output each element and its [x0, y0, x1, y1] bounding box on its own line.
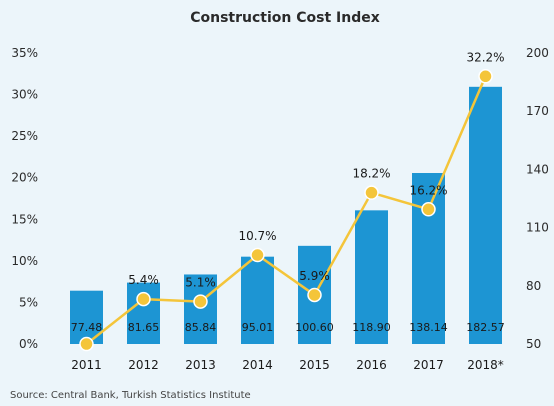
- right-tick-label: 140: [526, 162, 549, 176]
- bar-value-label: 100.60: [295, 321, 334, 334]
- bar-value-label: 138.14: [409, 321, 448, 334]
- category-label: 2018*: [467, 358, 504, 372]
- left-tick-label: 0%: [19, 337, 38, 351]
- line-value-label: 10.7%: [238, 229, 276, 243]
- line-point: [478, 69, 493, 84]
- right-tick-label: 110: [526, 221, 549, 235]
- left-axis: 0% 5% 10% 15% 20% 25% 30% 35%: [11, 46, 38, 351]
- source-note: Source: Central Bank, Turkish Statistics…: [10, 390, 251, 401]
- left-tick-label: 30%: [11, 88, 38, 102]
- bar-value-label: 182.57: [466, 321, 505, 334]
- line-point: [136, 291, 151, 307]
- bar: [469, 86, 502, 344]
- bar-series: 77.48 81.65 85.84 95.01 100.60 118.90 138.14 18…: [70, 86, 505, 344]
- category-label: 2013: [185, 358, 216, 372]
- line-path: [85, 75, 487, 345]
- bar-value-label: 77.48: [71, 321, 103, 334]
- left-tick-label: 5%: [19, 295, 38, 309]
- line-point: [364, 185, 379, 200]
- left-tick-label: 15%: [11, 212, 38, 226]
- left-tick-label: 20%: [11, 171, 38, 185]
- category-label: 2016: [356, 358, 387, 372]
- line-point: [193, 294, 208, 309]
- bar-value-label: 95.01: [242, 321, 274, 334]
- bar: [127, 282, 160, 344]
- bar: [355, 210, 388, 344]
- category-axis: 2011 2012 2013 2014 2015 2016 2017 2018*: [71, 358, 504, 372]
- bar: [412, 173, 445, 344]
- bar-value-label: 118.90: [352, 321, 391, 334]
- line-value-label: 5.4%: [128, 273, 159, 287]
- category-label: 2014: [242, 358, 273, 372]
- line-value-label: 32.2%: [466, 50, 504, 64]
- right-tick-label: 200: [526, 46, 549, 60]
- left-tick-label: 25%: [11, 129, 38, 143]
- line-point: [421, 202, 436, 217]
- category-label: 2011: [71, 358, 102, 372]
- bar: [241, 256, 274, 344]
- bar: [184, 274, 217, 344]
- right-tick-label: 50: [526, 337, 541, 351]
- line-point: [250, 247, 265, 263]
- right-axis: 50 80 110 140 170 200: [526, 46, 549, 351]
- bar-value-label: 81.65: [128, 321, 160, 334]
- line-value-label: 5.9%: [299, 269, 330, 283]
- line-value-label: 16.2%: [409, 183, 447, 197]
- line-value-label: 5.1%: [185, 276, 216, 290]
- right-tick-label: 80: [526, 279, 541, 293]
- left-tick-label: 35%: [11, 46, 38, 60]
- left-tick-label: 10%: [11, 254, 38, 268]
- line-point: [79, 336, 94, 352]
- line-value-label: 18.2%: [352, 167, 390, 181]
- line-series: 5.4% 5.1% 10.7% 5.9% 18.2% 16.2% 32.2%: [79, 50, 505, 352]
- right-tick-label: 170: [526, 104, 549, 118]
- chart-title: Construction Cost Index: [190, 10, 380, 26]
- line-point: [307, 287, 322, 303]
- category-label: 2017: [413, 358, 444, 372]
- category-label: 2015: [299, 358, 330, 372]
- bar-value-label: 85.84: [185, 321, 217, 334]
- category-label: 2012: [128, 358, 159, 372]
